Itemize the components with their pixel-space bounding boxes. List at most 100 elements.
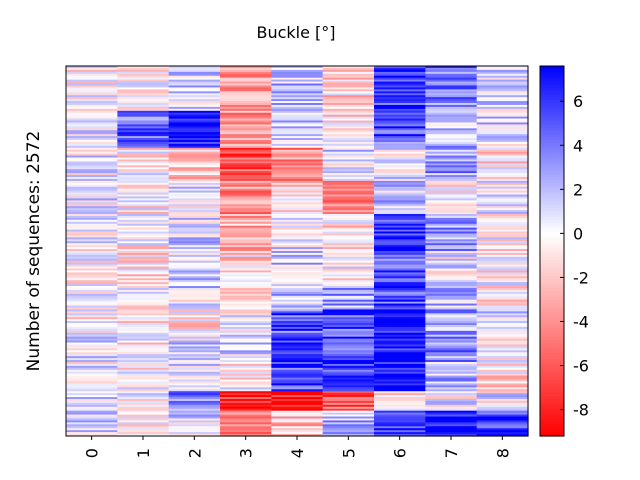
heatmap-cell bbox=[271, 295, 324, 299]
heatmap-cell bbox=[476, 202, 529, 205]
heatmap-cell bbox=[66, 334, 118, 338]
heatmap-cell bbox=[476, 178, 529, 182]
heatmap-cell bbox=[425, 124, 478, 127]
heatmap-cell bbox=[220, 323, 272, 326]
heatmap-cell bbox=[374, 75, 426, 79]
heatmap-cell bbox=[168, 293, 221, 297]
heatmap-cell bbox=[425, 301, 478, 305]
heatmap-cell bbox=[66, 319, 118, 322]
heatmap-cell bbox=[271, 342, 324, 346]
heatmap-cell bbox=[66, 130, 118, 133]
heatmap-cell bbox=[117, 258, 170, 262]
heatmap-cell bbox=[220, 286, 272, 289]
heatmap-cell bbox=[374, 165, 426, 168]
heatmap-cell bbox=[220, 231, 272, 235]
heatmap-cell bbox=[220, 402, 272, 406]
heatmap-cell bbox=[271, 120, 324, 124]
heatmap-cell bbox=[476, 301, 529, 305]
heatmap-cell bbox=[66, 149, 118, 153]
heatmap-cell bbox=[66, 422, 118, 425]
heatmap-cell bbox=[66, 305, 118, 309]
heatmap-cell bbox=[271, 202, 324, 205]
heatmap-cell bbox=[322, 305, 375, 309]
heatmap-cell bbox=[425, 136, 478, 139]
heatmap-cell bbox=[168, 319, 221, 322]
heatmap-cell bbox=[476, 69, 529, 73]
colorbar-segment bbox=[540, 69, 564, 73]
heatmap-cell bbox=[220, 408, 272, 412]
heatmap-cell bbox=[322, 161, 375, 164]
heatmap-cell bbox=[374, 328, 426, 332]
heatmap-cell bbox=[220, 252, 272, 256]
heatmap-cell bbox=[271, 186, 324, 190]
heatmap-cell bbox=[271, 251, 324, 254]
heatmap-cell bbox=[168, 247, 221, 250]
heatmap-cell bbox=[168, 402, 221, 406]
heatmap-cell bbox=[168, 97, 221, 100]
heatmap-cell bbox=[425, 395, 478, 398]
heatmap-cell bbox=[322, 313, 375, 316]
heatmap-cell bbox=[374, 77, 426, 81]
heatmap-cell bbox=[168, 270, 221, 274]
heatmap-cell bbox=[271, 309, 324, 312]
colorbar-segment bbox=[540, 109, 564, 113]
colorbar-segment bbox=[540, 220, 564, 224]
heatmap-cell bbox=[425, 219, 478, 223]
heatmap-cell bbox=[476, 249, 529, 252]
heatmap-cell bbox=[425, 202, 478, 205]
heatmap-cell bbox=[476, 354, 529, 357]
colorbar-tick-label: 6 bbox=[573, 92, 583, 111]
heatmap-cell bbox=[168, 112, 221, 116]
heatmap-cell bbox=[374, 182, 426, 186]
heatmap-cell bbox=[271, 266, 324, 270]
heatmap-cell bbox=[425, 151, 478, 155]
heatmap-cell bbox=[66, 147, 118, 151]
heatmap-cell bbox=[476, 221, 529, 225]
heatmap-cell bbox=[220, 141, 272, 145]
heatmap-cell bbox=[271, 406, 324, 410]
heatmap-cell bbox=[425, 225, 478, 229]
heatmap-cell bbox=[476, 284, 529, 287]
heatmap-cell bbox=[220, 295, 272, 299]
heatmap-cell bbox=[322, 83, 375, 87]
heatmap-cell bbox=[476, 402, 529, 406]
heatmap-cell bbox=[425, 430, 478, 433]
heatmap-cell bbox=[117, 311, 170, 314]
heatmap-cell bbox=[374, 369, 426, 373]
heatmap-cell bbox=[476, 169, 529, 172]
heatmap-cell bbox=[476, 268, 529, 272]
heatmap-cell bbox=[271, 272, 324, 275]
heatmap-cell bbox=[271, 93, 324, 96]
heatmap-cell bbox=[322, 395, 375, 398]
heatmap-cell bbox=[374, 175, 426, 178]
heatmap-cell bbox=[476, 93, 529, 96]
heatmap-cell bbox=[220, 178, 272, 182]
heatmap-cell bbox=[66, 256, 118, 260]
heatmap-cell bbox=[168, 303, 221, 307]
heatmap-cell bbox=[476, 132, 529, 135]
heatmap-cell bbox=[271, 243, 324, 246]
heatmap-cell bbox=[425, 147, 478, 151]
heatmap-cell bbox=[374, 188, 426, 192]
heatmap-cell bbox=[271, 365, 324, 369]
heatmap-cell bbox=[168, 157, 221, 161]
colorbar-segment bbox=[540, 167, 564, 172]
heatmap-cell bbox=[117, 336, 170, 340]
heatmap-cell bbox=[117, 124, 170, 127]
heatmap-cell bbox=[374, 377, 426, 381]
heatmap-cell bbox=[117, 95, 170, 98]
heatmap-cell bbox=[271, 85, 324, 89]
heatmap-cell bbox=[271, 293, 324, 297]
heatmap-cell bbox=[220, 348, 272, 351]
colorbar-segment bbox=[540, 207, 564, 212]
heatmap-cell bbox=[374, 432, 426, 435]
heatmap-cell bbox=[476, 358, 529, 361]
heatmap-cell bbox=[271, 410, 324, 414]
heatmap-cell bbox=[374, 180, 426, 184]
heatmap-cell bbox=[117, 145, 170, 149]
heatmap-cell bbox=[117, 196, 170, 200]
heatmap-cell bbox=[322, 377, 375, 381]
heatmap-cell bbox=[374, 124, 426, 127]
heatmap-cell bbox=[425, 254, 478, 258]
heatmap-cell bbox=[271, 336, 324, 340]
